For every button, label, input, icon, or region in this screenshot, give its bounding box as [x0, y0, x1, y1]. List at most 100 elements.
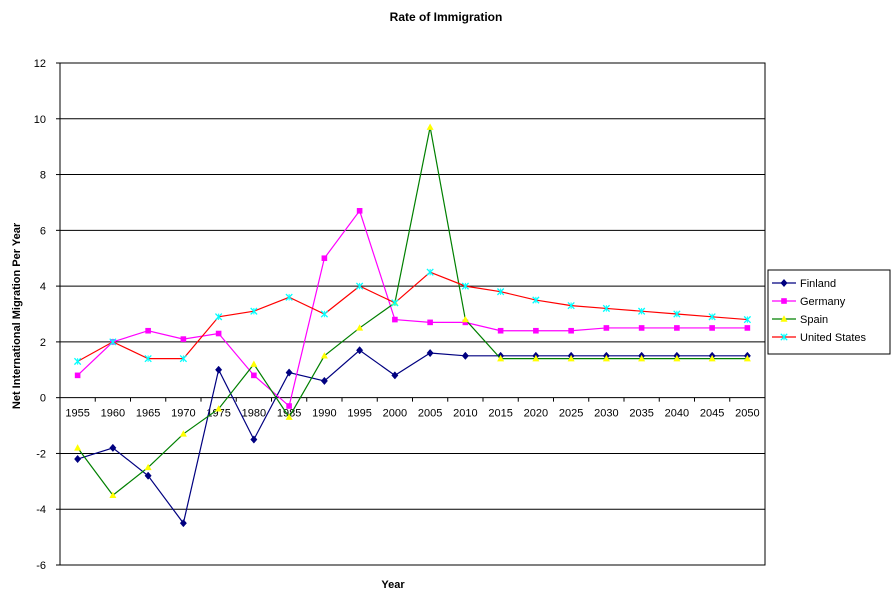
legend: Finland Germany Spain United States — [767, 269, 891, 355]
data-point-spain — [179, 430, 187, 437]
data-point-finland — [356, 346, 364, 355]
x-tick-label: 1955 — [65, 408, 89, 420]
legend-swatch-marker — [781, 298, 787, 304]
x-tick-label: 2005 — [418, 408, 442, 420]
x-tick-label: 1980 — [242, 408, 266, 420]
data-point-united-states — [320, 310, 329, 318]
legend-item-united-states: United States — [772, 332, 867, 344]
data-point-germany — [286, 403, 292, 409]
data-point-germany — [638, 325, 645, 331]
data-point-finland — [215, 365, 223, 374]
data-point-germany — [533, 327, 539, 334]
data-point-spain — [708, 354, 716, 362]
series-line-spain — [77, 127, 748, 497]
data-point-finland — [391, 371, 399, 380]
data-point-united-states — [355, 282, 364, 290]
data-point-spain — [743, 354, 751, 362]
legend-label: Spain — [800, 314, 828, 326]
series-united-states — [73, 268, 752, 366]
data-point-united-states — [426, 268, 434, 276]
data-point-united-states — [179, 354, 188, 363]
data-point-finland — [461, 351, 469, 360]
x-tick-label: 2040 — [665, 408, 689, 420]
series-germany — [74, 208, 751, 409]
y-tick-label: 6 — [40, 225, 46, 237]
legend-swatch-marker — [780, 315, 788, 322]
x-tick-label: 1990 — [312, 408, 336, 420]
data-point-united-states — [144, 354, 152, 363]
data-point-spain — [673, 354, 681, 362]
data-point-germany — [215, 330, 222, 337]
legend-swatch-marker — [780, 278, 788, 288]
series-line-united-states — [77, 271, 748, 362]
y-tick-label: 2 — [40, 337, 46, 349]
x-tick-label: 2000 — [383, 408, 407, 420]
series-spain — [74, 123, 751, 498]
x-tick-label: 1970 — [171, 408, 195, 420]
data-point-germany — [145, 327, 151, 334]
data-point-germany — [180, 336, 187, 342]
data-point-united-states — [214, 313, 223, 321]
x-tick-label: 2020 — [524, 408, 548, 420]
y-tick-label: 12 — [34, 58, 46, 70]
data-point-spain — [602, 354, 610, 362]
x-tick-label: 1995 — [347, 408, 371, 420]
data-point-finland — [179, 519, 187, 528]
data-point-finland — [109, 443, 117, 452]
data-point-finland — [74, 454, 82, 464]
data-point-spain — [74, 444, 82, 451]
y-tick-label: 0 — [40, 393, 46, 405]
x-tick-label: 1960 — [101, 408, 125, 420]
data-point-united-states — [109, 338, 117, 346]
data-point-united-states — [391, 299, 399, 307]
x-tick-label: 2035 — [629, 408, 653, 420]
y-tick-label: 8 — [40, 170, 46, 182]
plot-area — [59, 62, 766, 566]
data-point-spain — [285, 413, 293, 420]
legend-item-spain: Spain — [772, 314, 828, 326]
x-tick-label: 2030 — [594, 408, 618, 420]
data-point-united-states — [567, 301, 575, 310]
data-point-spain — [144, 463, 152, 471]
series-line-germany — [77, 209, 748, 408]
y-axis-ticks: -6 -4 -2 0 2 4 6 8 10 12 — [34, 58, 60, 572]
legend-item-germany: Germany — [772, 296, 846, 308]
y-tick-label: -6 — [36, 560, 46, 572]
legend-swatch-marker — [780, 333, 788, 341]
data-point-spain — [320, 352, 328, 359]
data-point-germany — [603, 325, 610, 331]
data-point-finland — [285, 368, 293, 377]
chart-title: Rate of Immigration — [390, 10, 503, 24]
x-tick-label: 2015 — [488, 408, 512, 420]
legend-item-finland: Finland — [772, 278, 836, 290]
data-point-germany — [568, 327, 574, 334]
data-point-spain — [567, 354, 575, 362]
data-point-germany — [709, 325, 715, 331]
y-axis-title: Net International Migration Per Year — [11, 222, 23, 409]
x-axis-ticks: 1955196019651970197519801985199019952000… — [59, 397, 766, 420]
data-point-spain — [356, 324, 364, 331]
data-point-spain — [461, 315, 469, 323]
data-point-united-states — [461, 282, 470, 290]
data-point-germany — [392, 316, 398, 323]
data-point-united-states — [532, 296, 540, 304]
data-point-germany — [74, 372, 81, 379]
legend-label: Finland — [800, 278, 836, 290]
y-tick-label: -4 — [36, 504, 46, 516]
data-point-spain — [250, 360, 258, 367]
data-point-germany — [427, 319, 433, 326]
series-line-finland — [77, 349, 748, 525]
data-point-germany — [462, 319, 469, 326]
series-layer — [73, 123, 752, 528]
legend-frame — [767, 269, 891, 355]
legend-label: United States — [800, 332, 867, 344]
data-point-spain — [532, 354, 540, 362]
data-point-spain — [109, 491, 117, 498]
data-point-united-states — [496, 288, 505, 296]
data-point-spain — [638, 354, 646, 362]
legend-label: Germany — [800, 296, 846, 308]
y-tick-label: 10 — [34, 114, 46, 126]
x-tick-label: 1975 — [206, 408, 230, 420]
